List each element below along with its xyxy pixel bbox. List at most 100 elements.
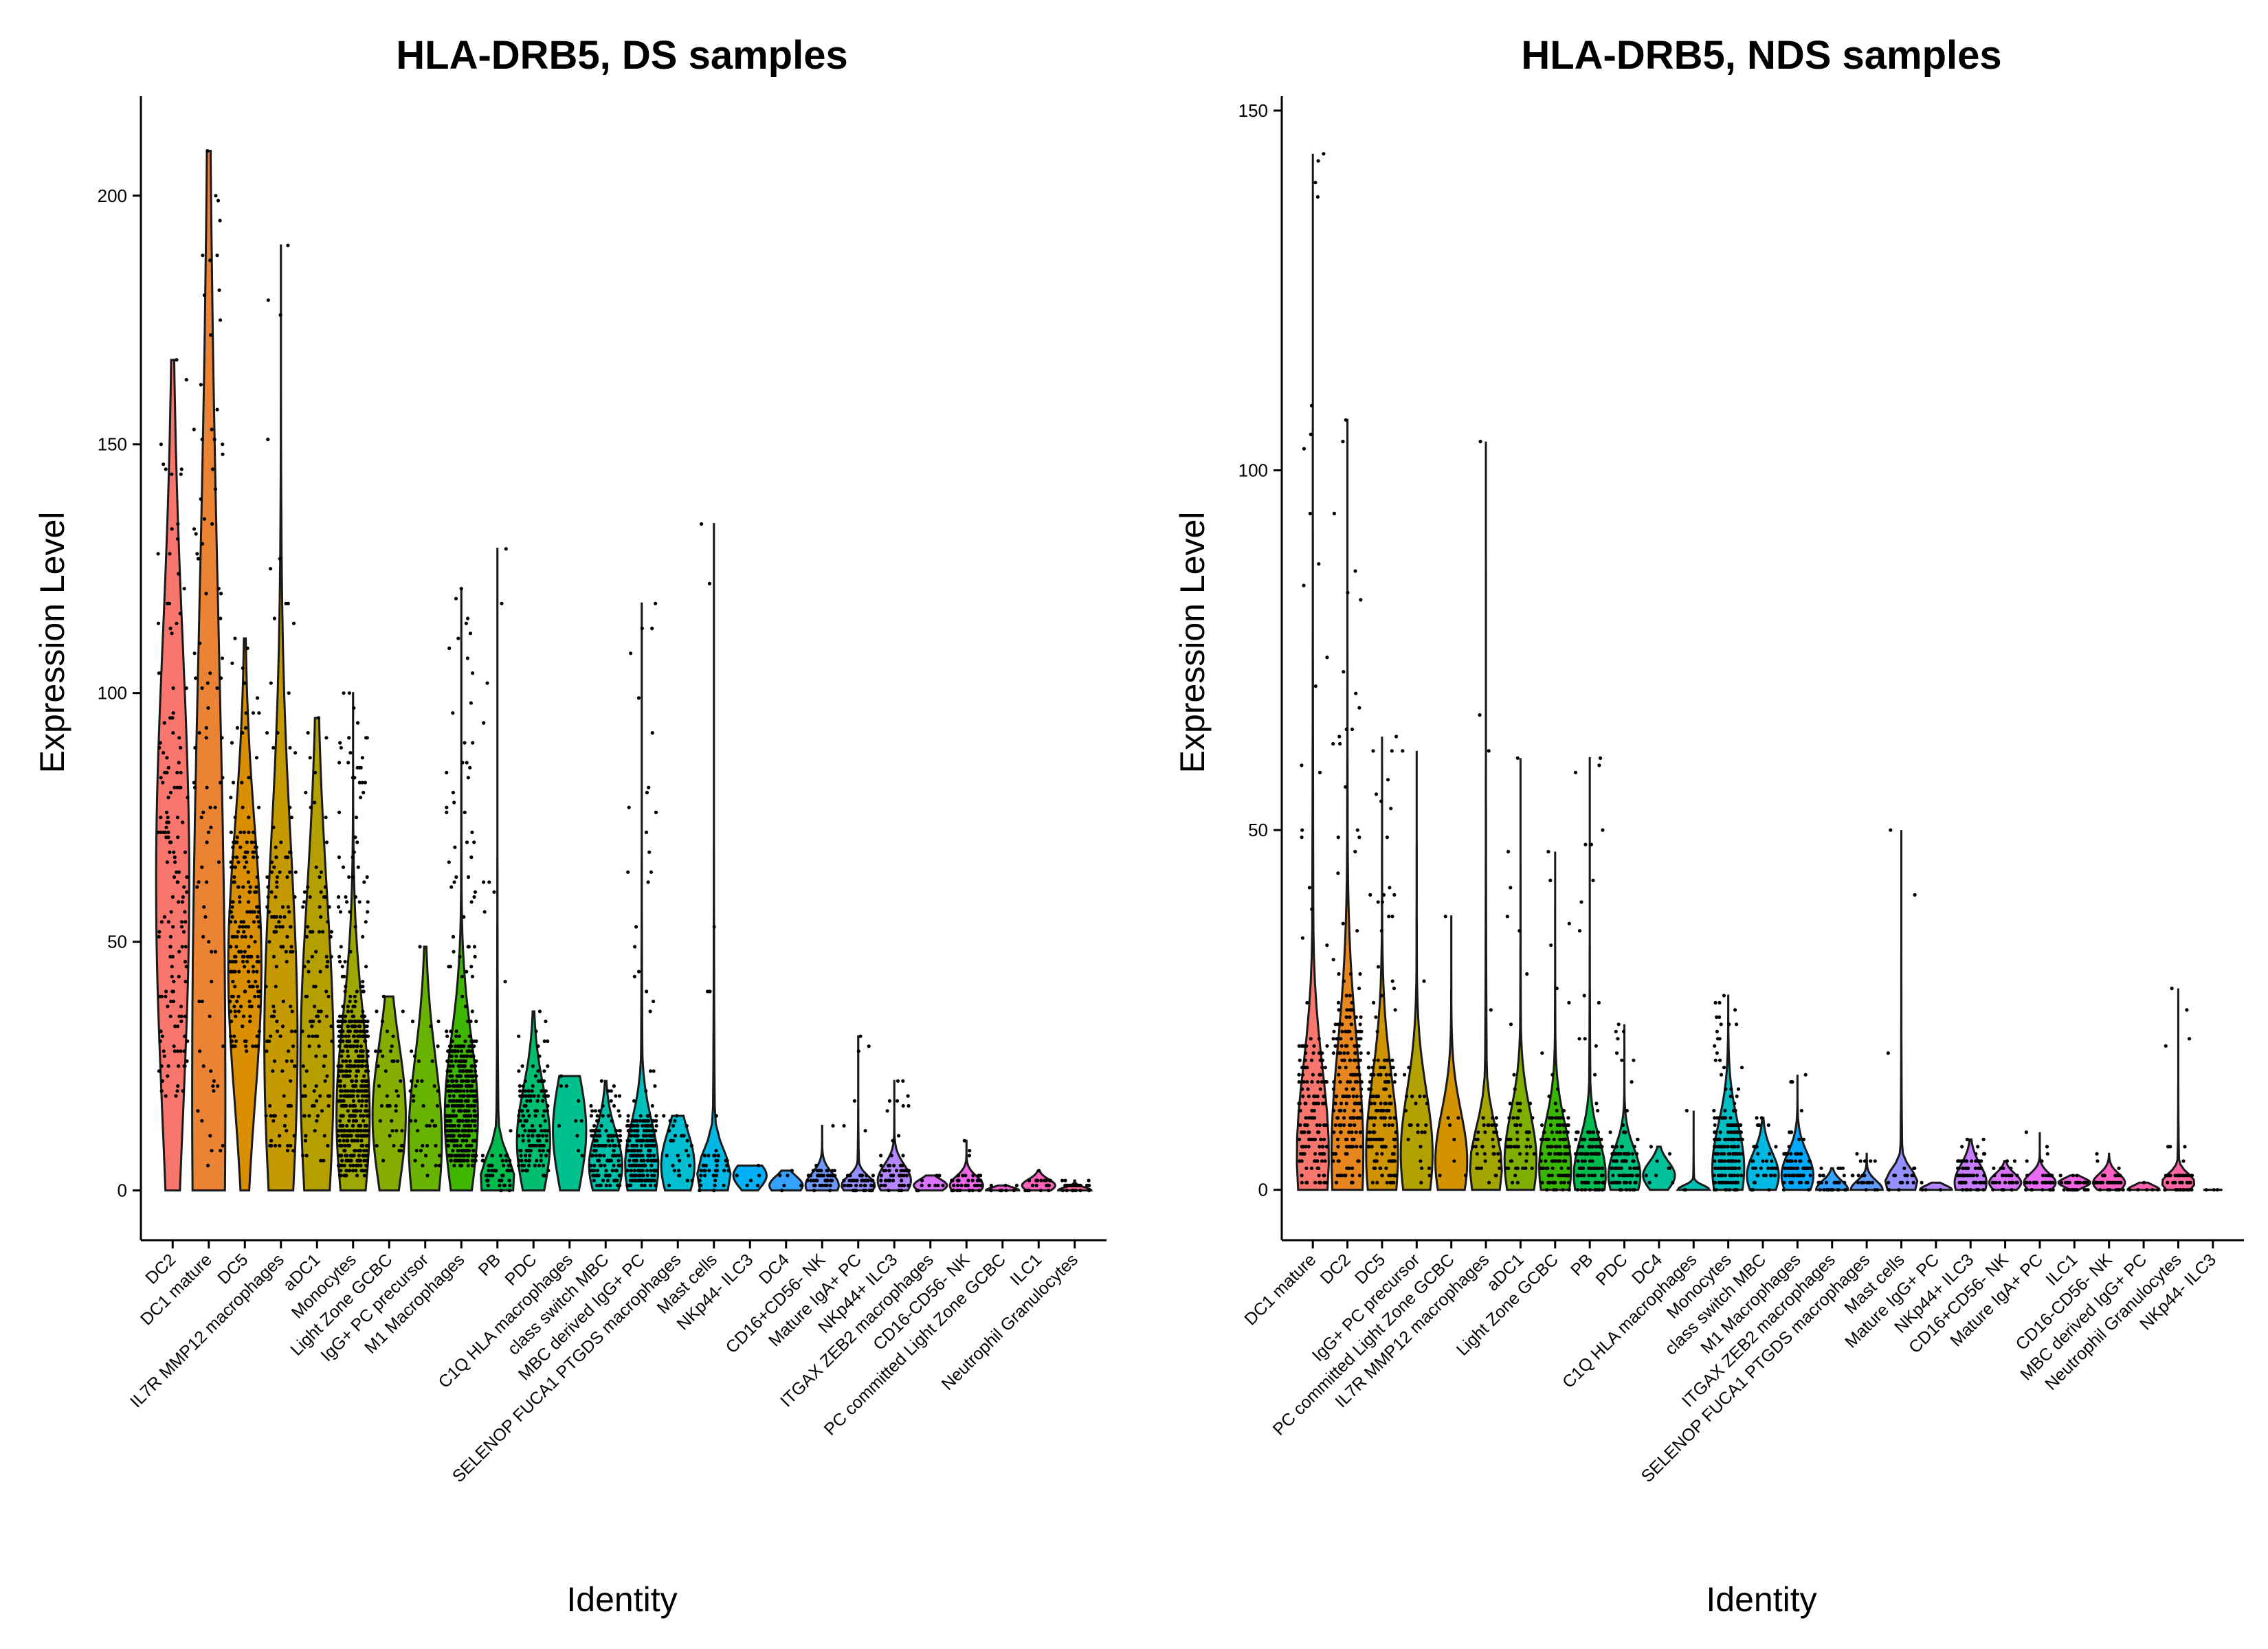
data-point: [184, 920, 188, 924]
data-point: [255, 969, 259, 974]
data-point: [466, 875, 471, 879]
data-point: [1555, 1130, 1559, 1134]
data-point: [176, 522, 180, 526]
data-point: [346, 1109, 350, 1113]
data-point: [1740, 1152, 1744, 1156]
data-point: [1332, 511, 1336, 516]
data-point: [1562, 1180, 1566, 1185]
data-point: [1616, 1022, 1621, 1027]
data-point: [1392, 1174, 1397, 1178]
data-point: [2098, 1180, 2102, 1185]
data-point: [1738, 1123, 1742, 1128]
data-point: [396, 1094, 401, 1098]
data-point: [1070, 1189, 1075, 1193]
data-point: [671, 1123, 676, 1128]
data-point: [520, 1109, 524, 1113]
data-point: [175, 358, 179, 362]
data-point: [1528, 1145, 1533, 1149]
data-point: [1383, 1087, 1388, 1091]
data-point: [1325, 655, 1329, 660]
data-point: [338, 910, 343, 914]
data-point: [306, 885, 310, 889]
data-point: [285, 1129, 289, 1133]
data-point: [247, 945, 251, 949]
panel-ds: HLA-DRB5, DS samples Expression Level Id…: [33, 33, 1107, 1619]
data-point: [1356, 1101, 1360, 1106]
data-point: [359, 1064, 364, 1068]
data-point: [1735, 1095, 1739, 1099]
data-point: [1427, 1166, 1432, 1170]
data-point: [165, 860, 169, 864]
data-point: [160, 1034, 164, 1038]
data-point: [1305, 1066, 1309, 1070]
data-point: [1524, 1166, 1528, 1170]
data-point: [498, 1178, 502, 1182]
data-point: [480, 1158, 485, 1163]
data-point: [355, 989, 359, 994]
data-point: [237, 969, 241, 974]
data-point: [650, 1178, 655, 1182]
data-point: [646, 880, 650, 884]
data-point: [1385, 1180, 1389, 1185]
data-point: [1315, 195, 1320, 199]
data-point: [348, 999, 352, 1004]
data-point: [166, 1074, 170, 1078]
data-point: [289, 925, 293, 929]
data-point: [518, 1119, 522, 1123]
data-point: [1345, 1137, 1349, 1141]
data-point: [505, 1154, 509, 1158]
data-point: [523, 1089, 527, 1093]
data-point: [257, 711, 261, 715]
data-point: [447, 1094, 452, 1098]
data-point: [633, 1163, 638, 1167]
data-point: [359, 1049, 364, 1053]
data-point: [1515, 1123, 1519, 1128]
data-point: [889, 1174, 893, 1178]
data-point: [491, 1174, 495, 1178]
data-point: [232, 1034, 236, 1038]
data-point: [863, 1178, 867, 1182]
data-point: [465, 656, 470, 660]
data-point: [2043, 1180, 2047, 1185]
data-point: [458, 1074, 462, 1078]
data-point: [466, 776, 470, 780]
data-point: [462, 1059, 466, 1063]
data-point: [648, 1138, 653, 1143]
data-point: [318, 1094, 322, 1098]
data-point: [284, 855, 288, 860]
data-point: [1331, 1037, 1335, 1041]
data-point: [614, 1154, 618, 1158]
violin: [227, 637, 263, 1192]
data-point: [347, 875, 351, 879]
data-point: [340, 1158, 344, 1163]
data-point: [641, 1163, 645, 1167]
data-point: [356, 865, 360, 869]
data-point: [183, 1064, 187, 1068]
data-point: [329, 934, 333, 939]
data-point: [1552, 1137, 1556, 1141]
data-point: [632, 1169, 637, 1173]
data-point: [1976, 1145, 1980, 1149]
data-point: [1332, 1108, 1336, 1113]
data-point: [326, 920, 330, 924]
data-point: [1798, 1174, 1803, 1178]
data-point: [507, 1189, 511, 1193]
data-point: [1344, 1066, 1348, 1070]
data-point: [463, 1129, 467, 1133]
data-point: [1316, 1166, 1321, 1170]
data-point: [1981, 1188, 1986, 1192]
data-point: [1558, 1116, 1562, 1120]
data-point: [1556, 1152, 1560, 1156]
data-point: [543, 1119, 547, 1123]
data-point: [1322, 1095, 1326, 1099]
data-point: [471, 1163, 475, 1167]
data-point: [1038, 1189, 1043, 1193]
data-point: [1333, 1044, 1337, 1048]
data-point: [197, 731, 201, 735]
data-point: [1334, 1152, 1338, 1156]
x-axis-title: Identity: [1706, 1580, 1816, 1619]
data-point: [1862, 1180, 1866, 1185]
data-point: [703, 1169, 707, 1173]
data-point: [2084, 1188, 2088, 1192]
data-point: [1718, 1058, 1722, 1062]
